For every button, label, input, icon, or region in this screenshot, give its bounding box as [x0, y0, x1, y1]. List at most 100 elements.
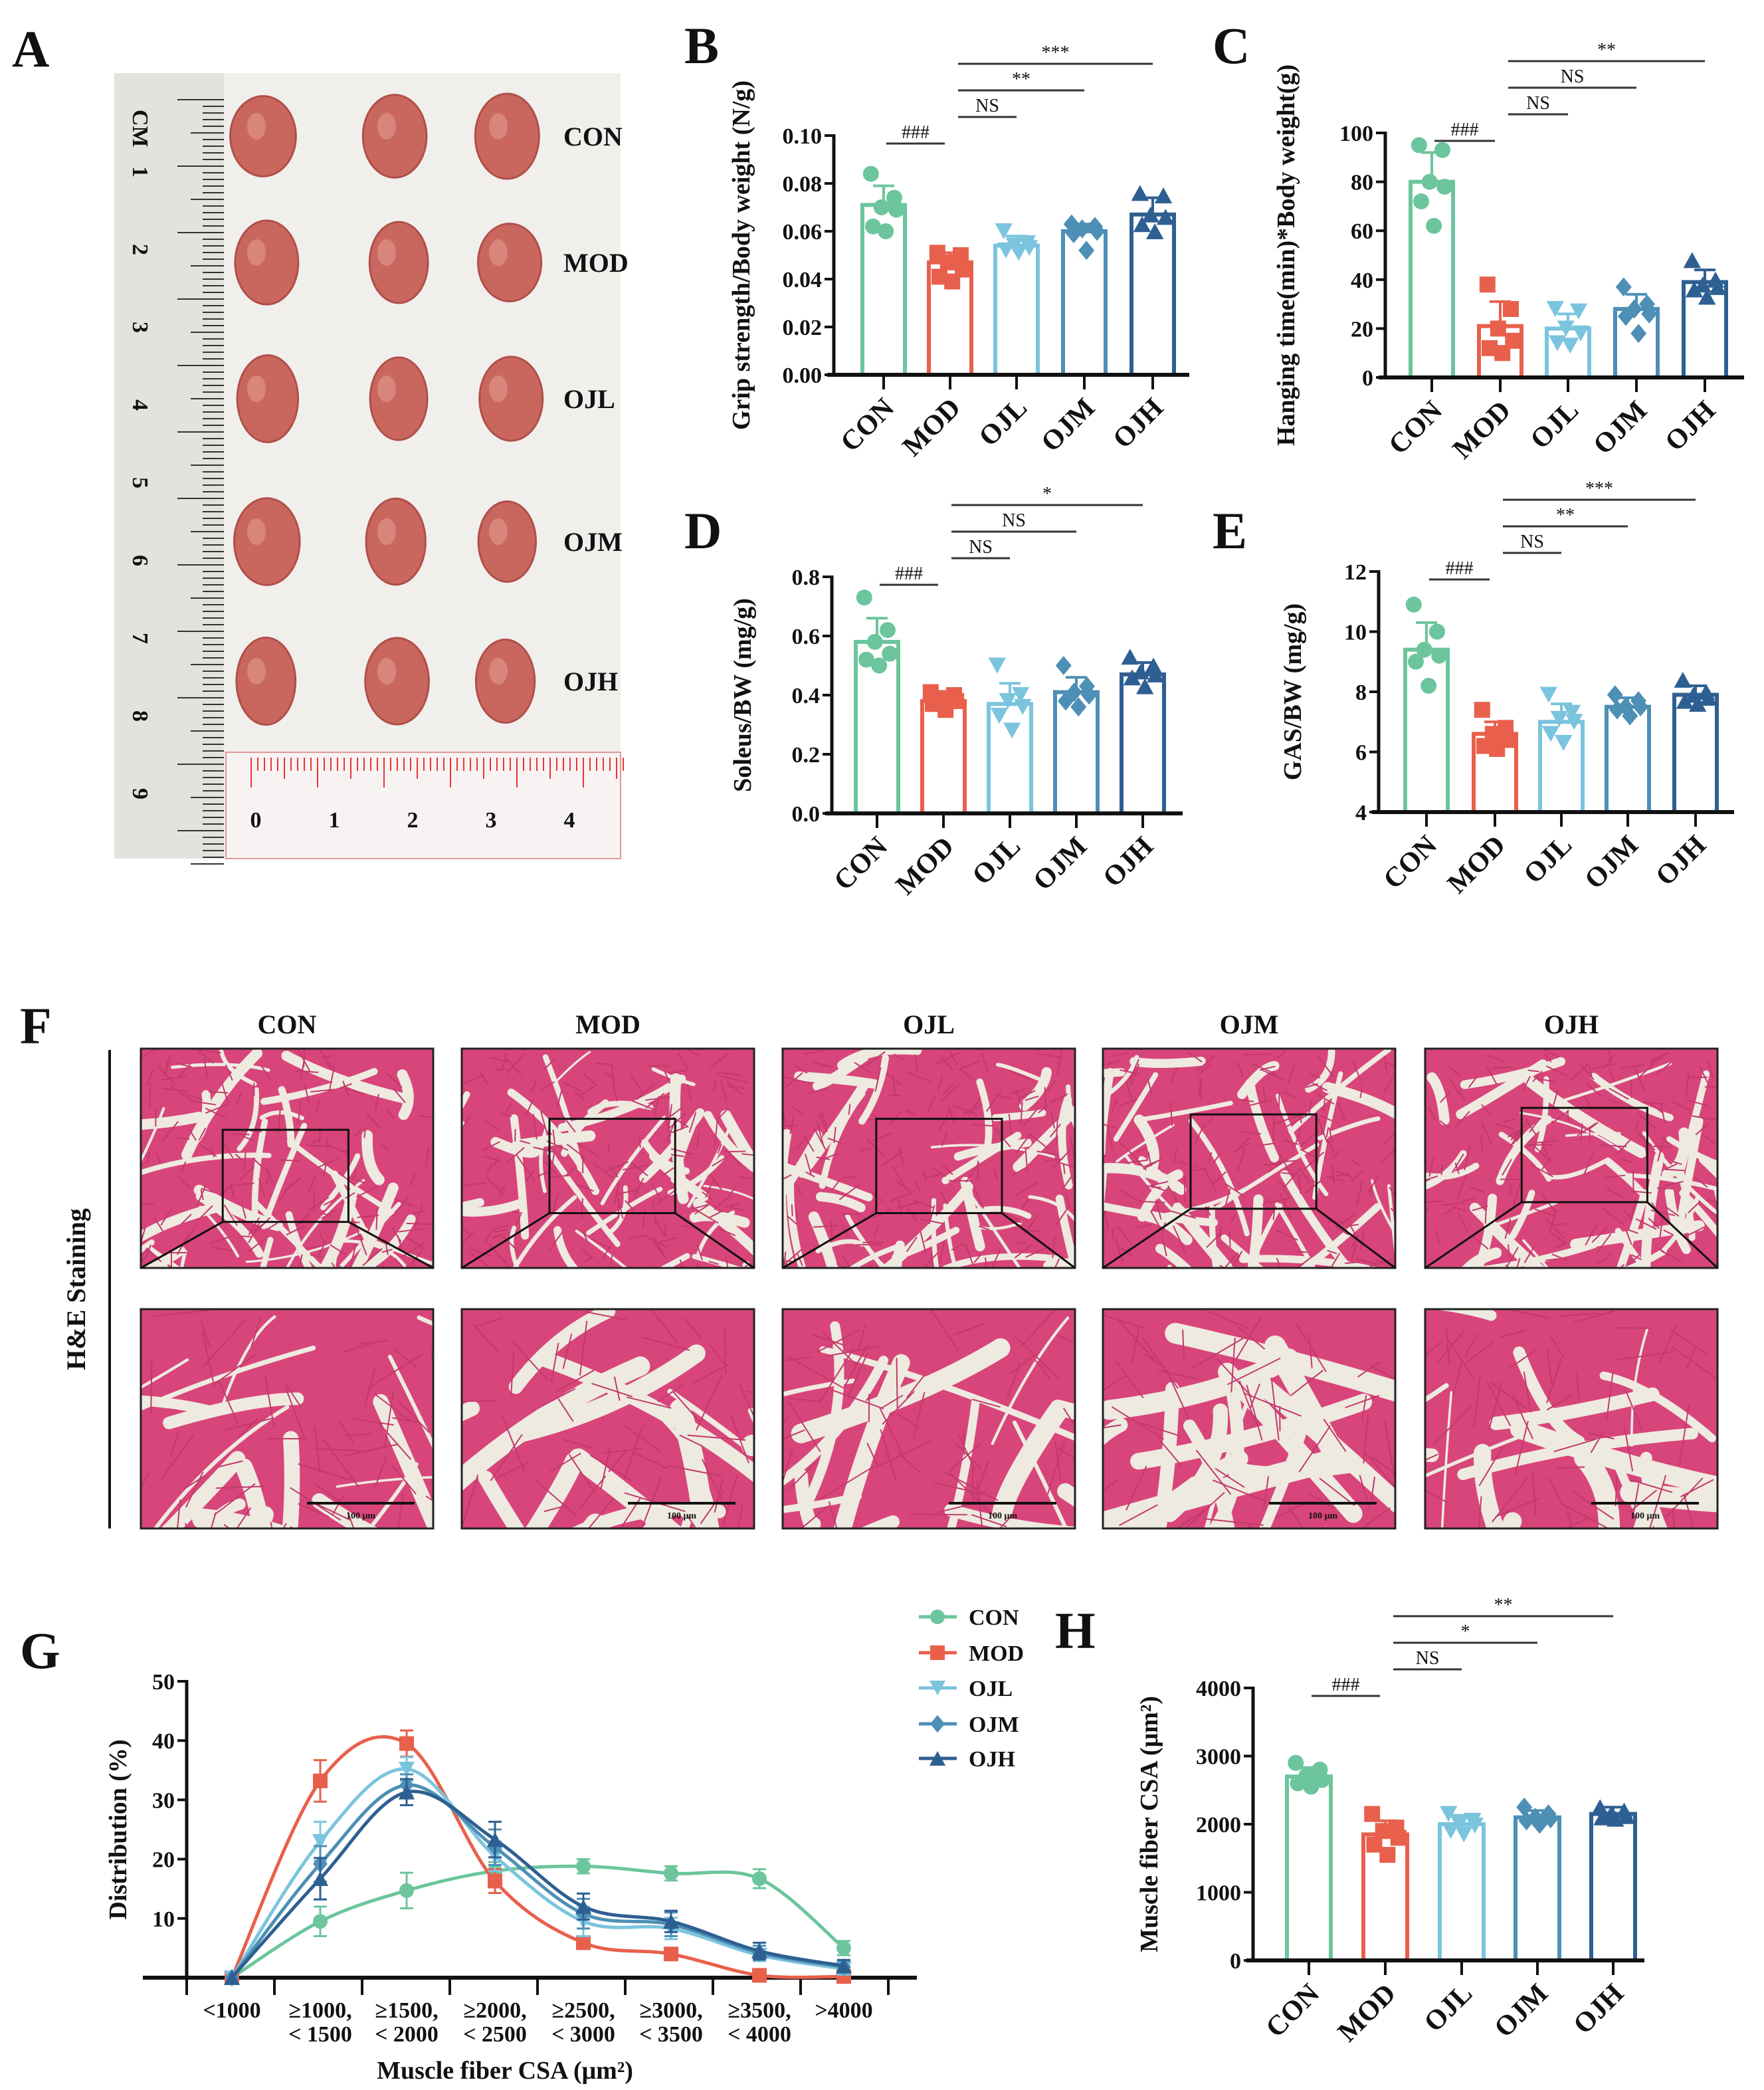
fiber-boundary [948, 1050, 958, 1066]
fiber-boundary [537, 1170, 551, 1178]
fiber-boundary [1664, 1205, 1680, 1217]
fiber-boundary [1169, 1101, 1173, 1126]
fiber-boundary [1523, 1371, 1531, 1413]
fiber-boundary [462, 1227, 471, 1236]
fiber-boundary [1145, 1180, 1169, 1188]
x-tick-label-line: < 3500 [639, 2022, 703, 2047]
fiber-boundary [357, 1231, 367, 1255]
muscle-sample [229, 95, 297, 177]
fiber-boundary [492, 1158, 500, 1167]
fiber-boundary [718, 1227, 736, 1237]
fiber-boundary [1490, 1382, 1525, 1408]
fiber-boundary [1061, 1176, 1072, 1191]
fiber-boundary [1672, 1507, 1675, 1528]
fiber-boundary [1672, 1160, 1682, 1166]
connective-tissue [1599, 1371, 1716, 1443]
fiber-boundary [679, 1434, 703, 1447]
fiber-boundary [161, 1087, 189, 1093]
panel-letter-F: F [20, 997, 52, 1055]
fiber-boundary [1268, 1197, 1292, 1204]
fiber-boundary [1270, 1377, 1280, 1441]
connective-tissue [813, 1052, 869, 1091]
fiber-boundary [1011, 1168, 1025, 1177]
fiber-boundary [720, 1079, 728, 1102]
fiber-boundary [1181, 1243, 1186, 1255]
fiber-boundary [1318, 1055, 1335, 1078]
fiber-boundary [1147, 1078, 1153, 1095]
connective-tissue [181, 1049, 262, 1160]
fiber-boundary [342, 1081, 350, 1098]
fiber-boundary [1650, 1051, 1670, 1062]
fiber-boundary [1009, 1353, 1037, 1375]
fiber-boundary [1695, 1122, 1710, 1136]
triangle-up-marker [1685, 281, 1704, 298]
fiber-boundary [1318, 1118, 1328, 1144]
square-marker [576, 1935, 591, 1950]
connective-tissue [815, 1192, 866, 1213]
y-axis-label: Grip strength/Body weight (N/g) [728, 80, 755, 430]
fiber-boundary [1300, 1148, 1317, 1158]
fiber-boundary [1182, 1329, 1185, 1359]
connective-tissue [462, 1198, 484, 1211]
fiber-boundary [1249, 1383, 1261, 1409]
fiber-boundary [1550, 1336, 1565, 1358]
fiber-boundary [398, 1227, 423, 1233]
fiber-boundary [397, 1235, 403, 1251]
fiber-boundary [1546, 1348, 1553, 1384]
connective-tissue [515, 1344, 706, 1442]
fiber-boundary [864, 1051, 886, 1067]
fiber-boundary [1440, 1202, 1464, 1206]
ruler-number: 6 [128, 555, 152, 566]
fiber-boundary [1015, 1132, 1032, 1154]
fiber-boundary [1118, 1098, 1137, 1107]
connective-tissue [642, 1505, 674, 1528]
fiber-boundary [377, 1421, 412, 1460]
fiber-boundary [896, 1180, 911, 1192]
fiber-boundary [904, 1108, 916, 1115]
y-tick-label: 30 [152, 1788, 175, 1813]
fiber-boundary [240, 1235, 251, 1237]
connective-tissue [1055, 1194, 1075, 1268]
circle-marker [1431, 647, 1448, 664]
y-axis-label: Muscle fiber CSA (μm²) [1135, 1696, 1163, 1952]
fiber-boundary [1215, 1467, 1245, 1489]
fiber-boundary [1326, 1138, 1335, 1154]
fiber-boundary [953, 1323, 985, 1336]
significance-label: ### [895, 564, 923, 584]
connective-tissue [1425, 1432, 1527, 1478]
fiber-boundary [1542, 1051, 1552, 1063]
fiber-boundary [1014, 1335, 1059, 1378]
connective-tissue [1489, 1387, 1660, 1431]
fiber-boundary [724, 1255, 729, 1268]
fiber-boundary [1107, 1059, 1122, 1065]
he-staining-panel: CON 100 μm MOD 100 μm OJL 100 μm OJM 100 μm OJH 1… [61, 1009, 1719, 1530]
muscle-highlight [247, 375, 266, 402]
connective-tissue [1519, 1112, 1620, 1151]
fiber-boundary [579, 1084, 597, 1097]
fiber-boundary [854, 1061, 872, 1074]
connective-tissue [237, 1087, 260, 1152]
fiber-boundary [1052, 1235, 1056, 1259]
fiber-boundary [1425, 1453, 1438, 1461]
y-tick-label: 0.08 [783, 172, 823, 197]
fiber-boundary [317, 1157, 340, 1168]
x-tick-label: ≥3000, < 3500 [639, 1998, 703, 2047]
fiber-boundary [906, 1375, 925, 1398]
connective-tissue [525, 1452, 584, 1528]
category-label-CON: CON [1260, 1978, 1326, 2044]
fiber-boundary [1350, 1171, 1364, 1182]
connective-tissue [252, 1506, 274, 1528]
fiber-boundary [796, 1139, 805, 1150]
triangle-up-marker [575, 1899, 592, 1914]
square-marker [399, 1736, 414, 1751]
scale-bar-label: 100 μm [346, 1511, 375, 1521]
fiber-boundary [516, 1154, 529, 1173]
fiber-boundary [1694, 1176, 1708, 1188]
fiber-boundary [483, 1156, 502, 1162]
fiber-boundary [1452, 1362, 1462, 1398]
group-label-OJH: OJH [563, 667, 618, 696]
fiber-boundary [1023, 1107, 1039, 1126]
fiber-boundary [345, 1192, 355, 1200]
fiber-boundary [1458, 1089, 1466, 1102]
